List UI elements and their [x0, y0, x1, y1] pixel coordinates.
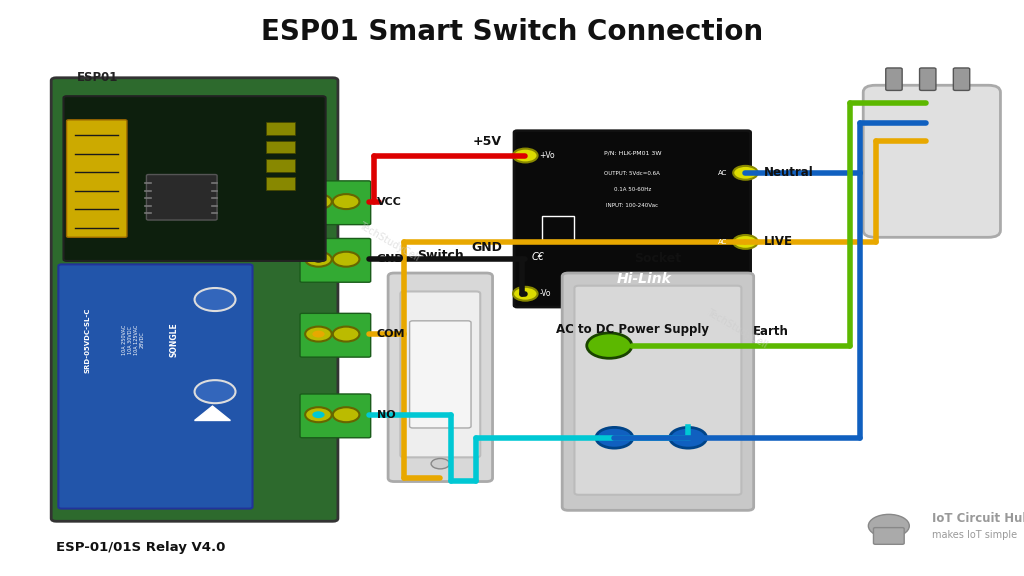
Bar: [266, 159, 295, 172]
FancyBboxPatch shape: [58, 264, 253, 509]
Text: -Vo: -Vo: [540, 289, 551, 298]
Text: SONGLE: SONGLE: [170, 323, 178, 357]
Text: 10A 250VAC
10A 30VDC
10A 125VAC
28VDC: 10A 250VAC 10A 30VDC 10A 125VAC 28VDC: [122, 325, 144, 355]
FancyBboxPatch shape: [920, 68, 936, 90]
Text: TechStudyCell: TechStudyCell: [706, 307, 769, 350]
Circle shape: [733, 166, 758, 180]
FancyBboxPatch shape: [410, 321, 471, 428]
Text: Socket: Socket: [634, 252, 682, 265]
FancyBboxPatch shape: [300, 181, 371, 225]
Circle shape: [333, 407, 359, 422]
Circle shape: [312, 198, 325, 205]
FancyBboxPatch shape: [388, 273, 493, 482]
Circle shape: [513, 149, 538, 162]
Text: IoT Circuit Hub: IoT Circuit Hub: [932, 512, 1024, 525]
Text: ESP01: ESP01: [77, 70, 118, 84]
Polygon shape: [195, 406, 230, 420]
Text: 0.1A 50-60Hz: 0.1A 50-60Hz: [613, 187, 651, 192]
Circle shape: [305, 252, 332, 267]
Circle shape: [305, 194, 332, 209]
Circle shape: [195, 380, 236, 403]
Text: makes IoT simple: makes IoT simple: [932, 529, 1017, 540]
Text: LIVE: LIVE: [764, 236, 793, 248]
Text: Switch: Switch: [417, 249, 464, 262]
FancyBboxPatch shape: [300, 394, 371, 438]
Text: +Vo: +Vo: [540, 151, 555, 160]
Text: P/N: HLK-PM01 3W: P/N: HLK-PM01 3W: [603, 151, 662, 156]
Circle shape: [195, 288, 236, 311]
Text: AC to DC Power Supply: AC to DC Power Supply: [556, 323, 709, 336]
FancyBboxPatch shape: [400, 291, 480, 457]
Circle shape: [305, 407, 332, 422]
Text: COM: COM: [377, 329, 406, 339]
Bar: [266, 122, 295, 135]
Text: INPUT: 100-240Vac: INPUT: 100-240Vac: [606, 203, 658, 207]
Circle shape: [587, 333, 632, 358]
Circle shape: [868, 514, 909, 537]
Text: Earth: Earth: [753, 325, 788, 338]
Circle shape: [513, 287, 538, 301]
Circle shape: [333, 327, 359, 342]
Text: ESP-01/01S Relay V4.0: ESP-01/01S Relay V4.0: [56, 541, 225, 555]
FancyBboxPatch shape: [63, 96, 326, 261]
Text: VCC: VCC: [377, 196, 401, 207]
FancyBboxPatch shape: [873, 528, 904, 544]
FancyBboxPatch shape: [514, 131, 751, 307]
Text: SRD-05VDC-SL-C: SRD-05VDC-SL-C: [84, 307, 90, 373]
Text: TechStudyCell: TechStudyCell: [357, 221, 421, 263]
FancyBboxPatch shape: [300, 238, 371, 282]
Text: Neutral: Neutral: [764, 166, 814, 179]
Circle shape: [312, 256, 325, 263]
Text: AC: AC: [718, 170, 727, 176]
FancyBboxPatch shape: [51, 78, 338, 521]
FancyBboxPatch shape: [67, 120, 127, 237]
Bar: [266, 141, 295, 153]
Circle shape: [733, 235, 758, 249]
Circle shape: [670, 427, 707, 448]
Circle shape: [431, 458, 450, 469]
Text: GND: GND: [471, 241, 502, 254]
Circle shape: [333, 252, 359, 267]
FancyBboxPatch shape: [574, 286, 741, 495]
Text: +5V: +5V: [473, 135, 502, 147]
Circle shape: [312, 331, 325, 338]
FancyBboxPatch shape: [863, 85, 1000, 237]
Circle shape: [312, 411, 325, 418]
Text: AC: AC: [718, 239, 727, 245]
FancyBboxPatch shape: [300, 313, 371, 357]
FancyBboxPatch shape: [146, 175, 217, 220]
FancyBboxPatch shape: [886, 68, 902, 90]
FancyBboxPatch shape: [562, 273, 754, 510]
Circle shape: [305, 327, 332, 342]
Text: GND: GND: [377, 254, 404, 264]
Text: Hi-Link: Hi-Link: [616, 272, 672, 286]
Text: NO: NO: [377, 410, 395, 420]
Text: OUTPUT: 5Vdc=0.6A: OUTPUT: 5Vdc=0.6A: [604, 172, 660, 176]
Text: ESP01 Smart Switch Connection: ESP01 Smart Switch Connection: [261, 18, 763, 46]
Bar: [266, 177, 295, 190]
Circle shape: [596, 427, 633, 448]
FancyBboxPatch shape: [953, 68, 970, 90]
Text: C€: C€: [531, 252, 544, 262]
Circle shape: [333, 194, 359, 209]
